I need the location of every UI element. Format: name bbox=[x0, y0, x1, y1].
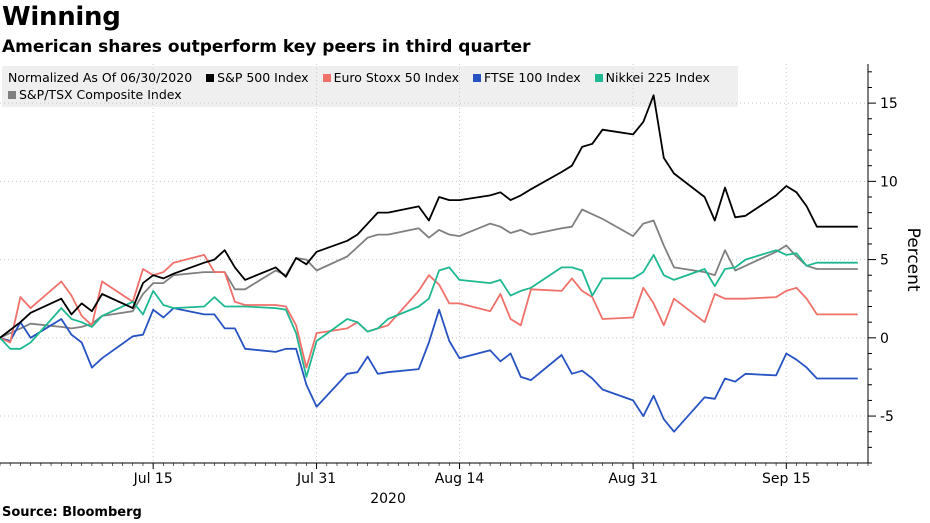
series-line-euro-stoxx-50-index bbox=[0, 253, 858, 369]
legend-item-ftse: FTSE 100 Index bbox=[473, 70, 581, 85]
legend-label-nikkei: Nikkei 225 Index bbox=[605, 70, 710, 85]
chart-subtitle: American shares outperform key peers in … bbox=[2, 37, 531, 57]
y-tick-label: 0 bbox=[880, 331, 889, 347]
axes bbox=[0, 64, 876, 469]
grid-lines bbox=[0, 64, 868, 463]
legend: Normalized As Of 06/30/2020 S&P 500 Inde… bbox=[2, 66, 738, 107]
legend-swatch-sp500 bbox=[206, 74, 215, 82]
y-tick-label: 5 bbox=[880, 253, 889, 269]
x-tick-label: Jul 31 bbox=[296, 471, 336, 487]
legend-swatch-ftse bbox=[473, 74, 482, 82]
legend-item-tsx: S&P/TSX Composite Index bbox=[8, 87, 182, 102]
legend-swatch-nikkei bbox=[594, 74, 603, 82]
y-axis-label: Percent bbox=[903, 228, 923, 292]
legend-swatch-tsx bbox=[8, 91, 16, 99]
legend-item-eurostoxx: Euro Stoxx 50 Index bbox=[322, 70, 460, 85]
legend-swatch-eurostoxx bbox=[322, 74, 331, 82]
legend-row-2: S&P/TSX Composite Index bbox=[8, 87, 192, 102]
legend-label-eurostoxx: Euro Stoxx 50 Index bbox=[333, 70, 460, 85]
x-axis-label: 2020 bbox=[370, 491, 406, 507]
x-tick-label: Jul 15 bbox=[133, 471, 173, 487]
series-line-s-p-tsx-composite-index bbox=[0, 208, 858, 339]
y-tick-label: -5 bbox=[880, 409, 894, 425]
series-line-nikkei-225-index bbox=[0, 249, 858, 378]
x-tick-label: Sep 15 bbox=[762, 471, 811, 487]
tick-labels: 15 10 5 0 -5 Jul 15 Jul 31 Aug 14 Aug 31 Sep 15 bbox=[133, 96, 898, 487]
source-note: Source: Bloomberg bbox=[2, 505, 142, 520]
legend-label-ftse: FTSE 100 Index bbox=[484, 70, 581, 85]
chart-title: Winning bbox=[2, 2, 121, 32]
series-line-ftse-100-index bbox=[0, 307, 858, 433]
series-line-s-p-500-index bbox=[0, 94, 858, 339]
legend-row-1: Normalized As Of 06/30/2020 S&P 500 Inde… bbox=[8, 70, 720, 85]
legend-label-sp500: S&P 500 Index bbox=[217, 70, 309, 85]
x-tick-label: Aug 31 bbox=[608, 471, 658, 487]
legend-item-nikkei: Nikkei 225 Index bbox=[594, 70, 710, 85]
y-tick-label: 10 bbox=[880, 174, 898, 190]
legend-item-sp500: S&P 500 Index bbox=[206, 70, 309, 85]
legend-note: Normalized As Of 06/30/2020 bbox=[8, 70, 193, 85]
series-lines bbox=[0, 94, 858, 433]
x-tick-label: Aug 14 bbox=[435, 471, 485, 487]
legend-label-tsx: S&P/TSX Composite Index bbox=[19, 87, 182, 102]
y-tick-label: 15 bbox=[880, 96, 898, 112]
